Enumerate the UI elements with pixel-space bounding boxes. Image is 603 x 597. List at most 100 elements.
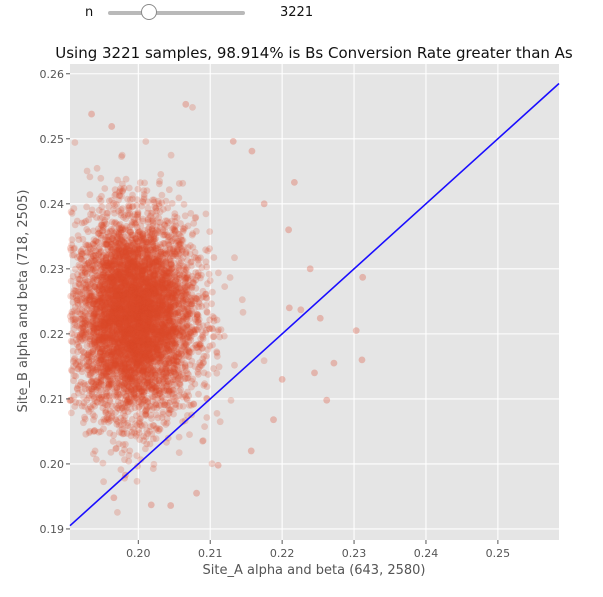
scatter-point [107, 282, 115, 290]
scatter-point [162, 359, 170, 367]
scatter-point [140, 341, 147, 348]
scatter-point [72, 294, 80, 301]
scatter-point [135, 287, 142, 294]
scatter-point [215, 326, 222, 334]
slider-track[interactable] [108, 11, 245, 15]
scatter-point [114, 239, 122, 247]
scatter-point [155, 346, 163, 353]
scatter-point [238, 296, 246, 304]
scatter-point [139, 199, 147, 206]
scatter-point [118, 351, 126, 359]
scatter-point [157, 265, 165, 273]
scatter-point [158, 330, 165, 337]
scatter-point [151, 286, 159, 294]
scatter-point [78, 219, 86, 227]
scatter-point [109, 267, 117, 275]
scatter-point [127, 336, 135, 343]
scatter-point [121, 279, 129, 286]
scatter-point [159, 292, 167, 300]
scatter-point [202, 290, 209, 298]
scatter-point [155, 351, 163, 359]
scatter-point [109, 329, 116, 337]
scatter-point [144, 287, 151, 294]
scatter-point [149, 271, 157, 279]
scatter-point [153, 365, 161, 373]
slider-handle[interactable] [141, 4, 158, 20]
scatter-point [138, 257, 146, 265]
scatter-point [127, 350, 134, 357]
scatter-point [110, 300, 117, 307]
scatter-point [131, 322, 139, 330]
scatter-point [102, 333, 109, 341]
scatter-point [213, 410, 221, 417]
scatter-point [125, 347, 133, 354]
scatter-point [113, 287, 121, 295]
scatter-point [134, 292, 142, 300]
scatter-point [113, 331, 120, 338]
scatter-point [105, 373, 112, 381]
scatter-point [124, 315, 132, 323]
scatter-point [113, 317, 120, 325]
scatter-point [152, 371, 160, 379]
scatter-point [108, 325, 116, 333]
scatter-point [147, 299, 155, 306]
scatter-point [140, 278, 148, 286]
scatter-point [180, 305, 188, 313]
scatter-point [151, 334, 159, 342]
scatter-point [126, 290, 133, 297]
scatter-point [102, 234, 110, 241]
scatter-point [141, 288, 149, 295]
scatter-point [160, 250, 168, 258]
scatter-point [137, 358, 144, 366]
scatter-point [98, 356, 106, 363]
scatter-point [121, 259, 129, 267]
scatter-point [117, 273, 125, 280]
scatter-point [164, 292, 172, 300]
scatter-point [141, 304, 149, 312]
scatter-point [158, 329, 166, 337]
scatter-point [129, 294, 137, 301]
scatter-point [117, 274, 125, 282]
scatter-point [101, 185, 109, 192]
scatter-point [135, 265, 143, 273]
scatter-point [93, 338, 100, 346]
scatter-point [166, 317, 174, 325]
scatter-point [141, 325, 149, 333]
scatter-point [164, 329, 172, 337]
scatter-point [136, 281, 143, 288]
scatter-point [142, 340, 149, 348]
scatter-point [118, 325, 126, 333]
scatter-point [127, 268, 135, 276]
scatter-point [145, 261, 153, 269]
scatter-point [146, 232, 154, 240]
scatter-point [135, 255, 142, 263]
scatter-point [139, 300, 147, 308]
scatter-point [167, 310, 175, 317]
scatter-point [114, 297, 121, 305]
scatter-point [123, 373, 130, 381]
scatter-point [133, 268, 141, 275]
scatter-point [136, 385, 143, 392]
scatter-point [86, 301, 93, 309]
scatter-point [132, 327, 140, 335]
scatter-point [124, 288, 131, 296]
scatter-point [179, 236, 187, 244]
scatter-point [85, 242, 93, 250]
scatter-point [194, 272, 202, 280]
scatter-point [119, 241, 127, 249]
scatter-point [103, 321, 110, 329]
scatter-chart: Using 3221 samples, 98.914% is Bs Conver… [16, 44, 573, 578]
scatter-point [140, 357, 148, 364]
scatter-point [170, 302, 178, 310]
scatter-point [115, 382, 123, 390]
scatter-point [126, 300, 134, 308]
scatter-point [141, 256, 149, 264]
scatter-point [124, 372, 132, 380]
scatter-point [111, 278, 118, 285]
scatter-point [121, 211, 128, 219]
scatter-point [133, 336, 140, 343]
scatter-point [133, 395, 141, 402]
scatter-point [159, 335, 167, 342]
scatter-point [144, 263, 152, 271]
scatter-point [117, 228, 125, 236]
